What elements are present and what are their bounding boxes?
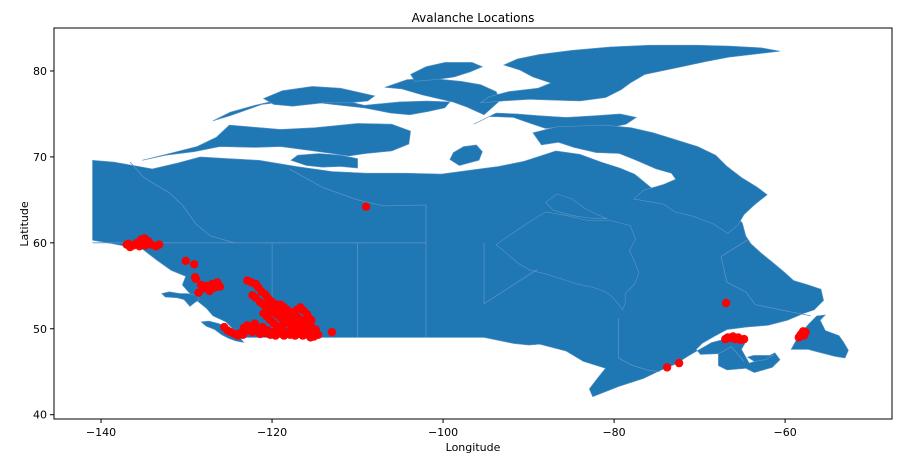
province-border-6: [720, 239, 811, 317]
avalanche-point: [155, 240, 164, 249]
avalanche-point: [739, 334, 749, 344]
x-tick-label: −80: [602, 426, 625, 439]
avalanche-points-layer: [122, 202, 810, 372]
map-landmass-2: [161, 291, 200, 307]
avalanche-point: [361, 202, 371, 211]
y-tick-label: 40: [33, 409, 47, 422]
avalanche-point: [215, 282, 225, 291]
map-landmass-16: [449, 144, 483, 166]
y-axis-ticks: 40 50 60 70 80: [33, 65, 54, 422]
y-axis-label: Latitude: [18, 201, 31, 247]
map-landmass-15: [290, 153, 358, 169]
avalanche-point: [190, 260, 199, 269]
map-landmass-4: [746, 355, 775, 362]
map-landmass-1: [495, 211, 640, 311]
y-tick-label: 50: [33, 323, 47, 336]
map-landmass-13: [532, 124, 768, 234]
map-landmass-9: [384, 78, 501, 116]
x-tick-label: −120: [257, 426, 287, 439]
map-landmass-10: [262, 86, 376, 107]
avalanche-point: [124, 239, 133, 248]
map-landmass-6: [142, 123, 411, 161]
province-border-8: [129, 161, 235, 244]
x-axis-label: Longitude: [446, 441, 501, 454]
avalanche-point: [721, 298, 731, 308]
province-border-4: [483, 242, 538, 305]
x-tick-label: −60: [774, 426, 797, 439]
avalanche-point: [140, 234, 149, 243]
plot-frame: [53, 27, 893, 420]
avalanche-point: [194, 288, 203, 297]
y-tick-label: 60: [33, 237, 47, 250]
map-landmass-11: [479, 44, 781, 104]
avalanche-point: [181, 256, 190, 266]
province-border-7: [718, 346, 745, 362]
avalanche-point: [798, 327, 808, 336]
chart-title: Avalanche Locations: [412, 11, 535, 25]
map-landmass-12: [410, 62, 484, 82]
province-border-5: [618, 318, 660, 373]
y-tick-label: 80: [33, 65, 47, 78]
x-axis-ticks: −140 −120 −100 −80 −60: [86, 419, 797, 439]
province-border-9: [289, 168, 427, 243]
avalanche-point: [674, 358, 684, 368]
avalanche-point: [190, 273, 200, 282]
x-tick-label: −140: [86, 426, 116, 439]
avalanche-point: [327, 328, 337, 337]
avalanche-point: [662, 363, 672, 372]
map-landmass-14: [545, 193, 608, 220]
avalanche-point: [308, 326, 318, 335]
avalanche-point: [302, 310, 312, 319]
x-tick-label: −100: [428, 426, 458, 439]
y-tick-label: 70: [33, 151, 47, 164]
